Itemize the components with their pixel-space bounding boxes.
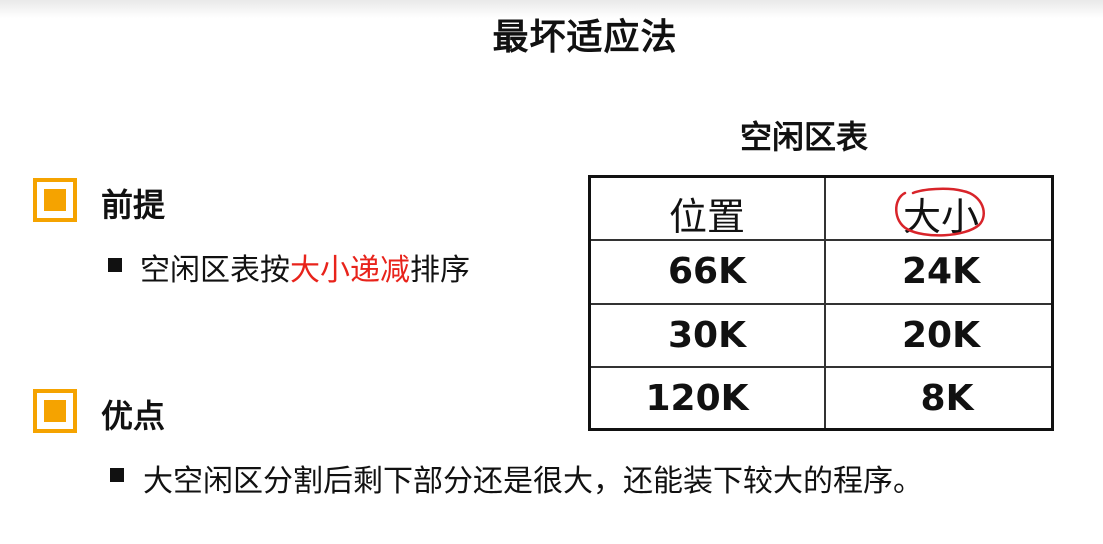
orange-square-bullet-icon	[33, 178, 77, 222]
free-area-table: 位置 大小 66K 24K 30K 20K 120K 8K	[588, 175, 1054, 431]
orange-square-bullet-fill	[44, 189, 66, 211]
table-row-divider	[591, 303, 1051, 305]
slide-title: 最坏适应法	[492, 17, 678, 58]
black-square-bullet-icon	[108, 258, 122, 272]
table-cell: 20K	[902, 315, 980, 356]
table-cell: 30K	[668, 315, 746, 356]
table-header-location: 位置	[668, 195, 745, 239]
table-row-divider	[591, 366, 1051, 368]
table-cell: 120K	[645, 378, 749, 419]
advantage-text: 大空闲区分割后剩下部分还是很大，还能装下较大的程序。	[143, 464, 923, 499]
top-shade	[0, 0, 1103, 18]
table-caption: 空闲区表	[740, 118, 869, 156]
orange-square-bullet-icon	[33, 389, 77, 433]
orange-square-bullet-fill	[44, 400, 66, 422]
table-header-size: 大小	[902, 195, 979, 239]
premise-text-highlight: 大小递减	[290, 253, 410, 288]
table-cell: 66K	[668, 251, 746, 292]
premise-text-after: 排序	[410, 253, 470, 288]
black-square-bullet-icon	[110, 468, 124, 482]
table-cell: 8K	[920, 378, 974, 419]
premise-heading: 前提	[101, 186, 166, 224]
advantage-heading: 优点	[101, 397, 166, 435]
table-row-divider	[591, 239, 1051, 241]
premise-text-before: 空闲区表按	[140, 253, 290, 288]
premise-text: 空闲区表按大小递减排序	[140, 245, 470, 289]
table-cell: 24K	[902, 251, 980, 292]
